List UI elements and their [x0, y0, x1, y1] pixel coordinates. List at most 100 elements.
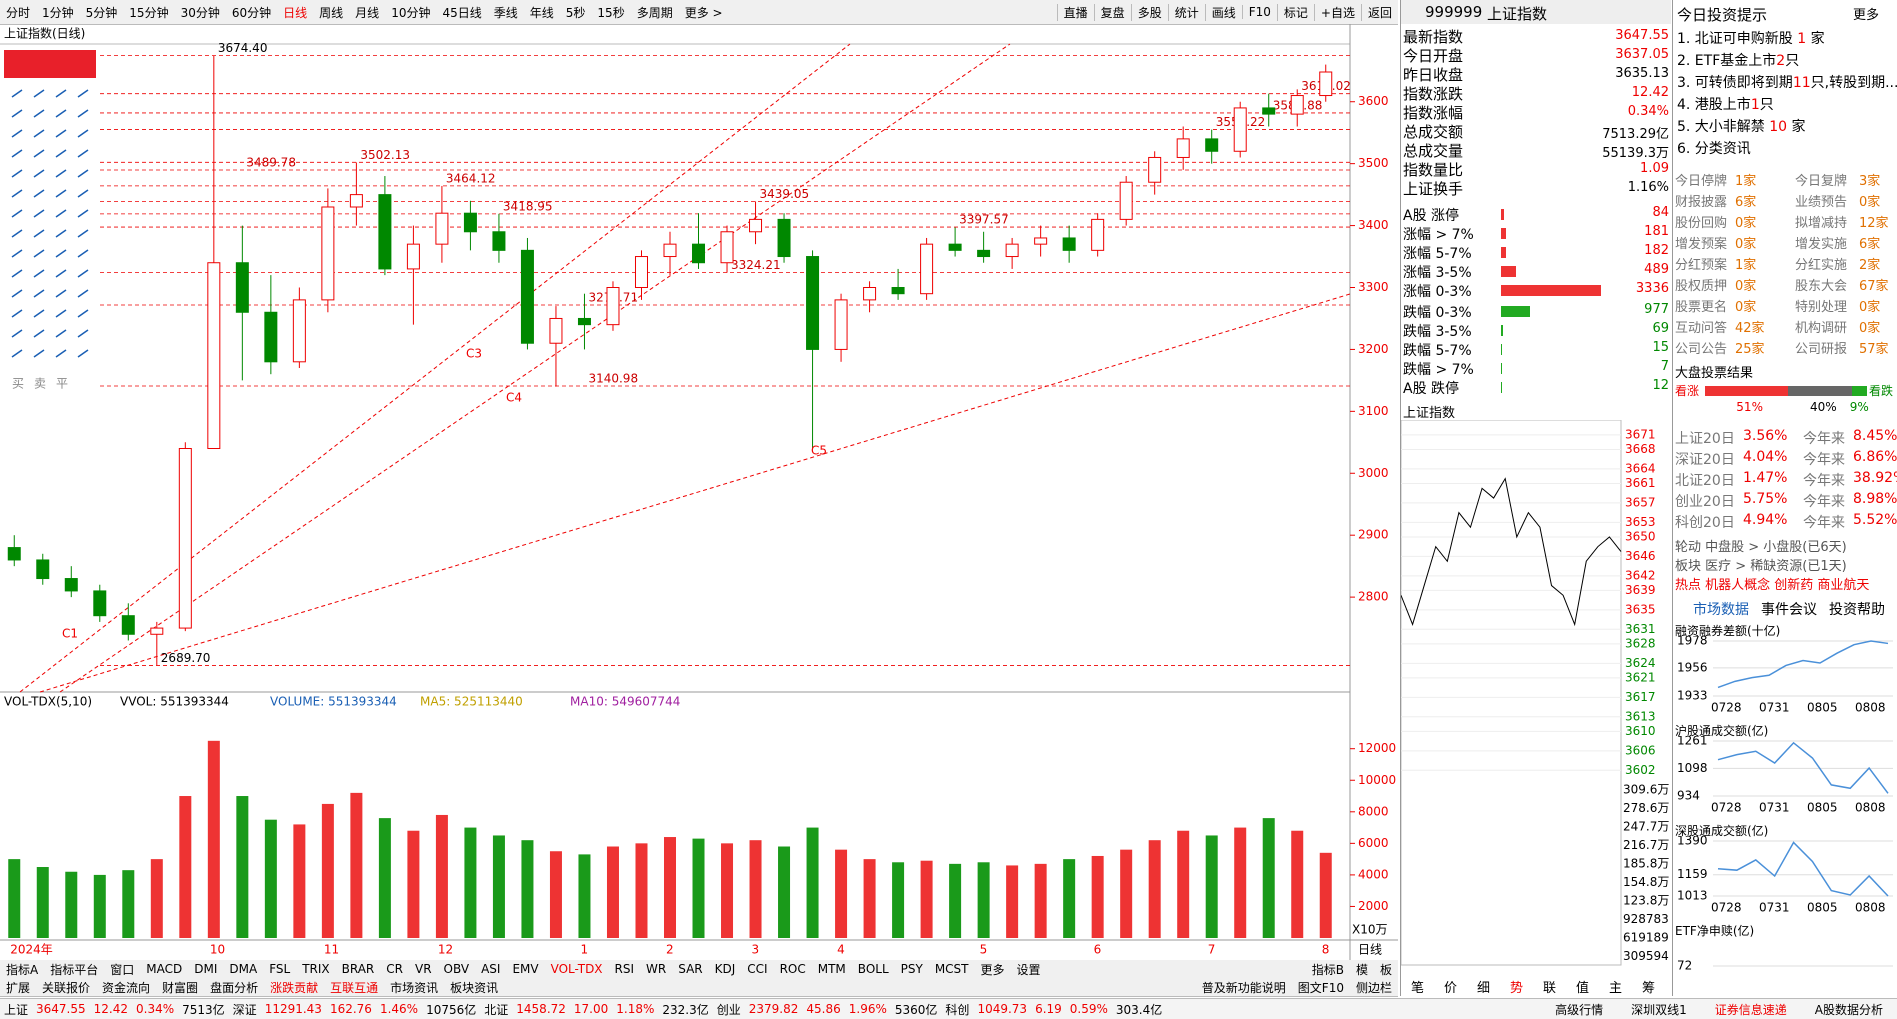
menu-button[interactable]: 多股 [1131, 4, 1168, 21]
indicator-tab[interactable]: KDJ [709, 962, 742, 976]
tool-icon [34, 190, 44, 197]
bottom-tab[interactable]: 关联报价 [36, 979, 96, 996]
menu-tab[interactable]: 月线 [349, 4, 385, 21]
stat-cell: 12家 [1859, 212, 1889, 231]
tool-icon [34, 110, 44, 117]
indicator-tab[interactable]: DMI [188, 962, 223, 976]
menu-tab[interactable]: 5分钟 [80, 4, 124, 21]
indicator-tab[interactable]: EMV [506, 962, 544, 976]
index-cell: 5.75% [1743, 491, 1787, 507]
trend-line [60, 44, 1010, 692]
menu-tab[interactable]: 15分钟 [123, 4, 174, 21]
bottom-tab[interactable]: 涨跌贡献 [264, 979, 324, 996]
menu-tab[interactable]: 15秒 [591, 4, 630, 21]
tool-icon [34, 230, 44, 237]
indicator-tab[interactable]: ASI [475, 962, 506, 976]
menu-tab[interactable]: 5秒 [560, 4, 592, 21]
x-tick-label: 0728 [1711, 901, 1742, 915]
indicator-tab[interactable]: SAR [672, 962, 708, 976]
menu-button[interactable]: 直播 [1057, 4, 1094, 21]
x-tick-label: 8 [1322, 943, 1330, 957]
x-tick-label: 0731 [1759, 901, 1790, 915]
indicator-tab[interactable]: 指标B [1306, 961, 1350, 978]
bottom-tab[interactable]: 扩展 [0, 979, 36, 996]
indicator-tab[interactable]: WR [640, 962, 672, 976]
indicator-tab[interactable]: 指标平台 [44, 961, 104, 978]
menu-tab[interactable]: 更多 > [679, 4, 729, 21]
y-tick-label: 3617 [1625, 690, 1656, 704]
tool-icon [56, 170, 66, 177]
bottom-tab[interactable]: 侧边栏 [1350, 979, 1398, 996]
indicator-tab[interactable]: PSY [895, 962, 929, 976]
bottom-tab[interactable]: 板块资讯 [444, 979, 504, 996]
indicator-tab[interactable]: MCST [929, 962, 975, 976]
menu-tab[interactable]: 季线 [488, 4, 524, 21]
indicator-tab[interactable]: CCI [741, 962, 773, 976]
menu-button[interactable]: 返回 [1361, 4, 1398, 21]
indicator-tab[interactable]: 指标A [0, 961, 44, 978]
menu-button[interactable]: 统计 [1168, 4, 1205, 21]
menu-button[interactable]: 画线 [1205, 4, 1242, 21]
indicator-tab[interactable]: OBV [438, 962, 476, 976]
menu-tab[interactable]: 10分钟 [385, 4, 436, 21]
indicator-tab[interactable]: ROC [774, 962, 812, 976]
indicator-tab[interactable]: VR [409, 962, 438, 976]
menu-tab[interactable]: 多周期 [631, 4, 679, 21]
menu-button[interactable]: +自选 [1314, 4, 1361, 21]
candle-body [37, 560, 49, 579]
menu-tab[interactable]: 45日线 [436, 4, 487, 21]
stat-cell: 拟增减持 [1795, 212, 1847, 231]
status-item: 北证 [484, 1001, 508, 1018]
indicator-tab[interactable]: 窗口 [104, 961, 140, 978]
indicator-tab[interactable]: VOL-TDX [545, 962, 609, 976]
indicator-tab[interactable]: CR [380, 962, 409, 976]
menu-button[interactable]: 标记 [1277, 4, 1314, 21]
menu-tab[interactable]: 1分钟 [36, 4, 80, 21]
menu-tab[interactable]: 60分钟 [226, 4, 277, 21]
menu-tab[interactable]: 30分钟 [175, 4, 226, 21]
y-tick-label: 3000 [1358, 466, 1389, 480]
menu-tab[interactable]: 日线 [277, 4, 313, 21]
indicator-tab[interactable]: BOLL [852, 962, 895, 976]
volume-bar [921, 861, 933, 938]
tip-text: 6. 分类资讯 [1677, 141, 1751, 157]
indicator-tab[interactable]: FSL [263, 962, 296, 976]
indicator-tab[interactable]: MTM [812, 962, 852, 976]
menu-button[interactable]: 复盘 [1094, 4, 1131, 21]
bottom-tab[interactable]: 互联互通 [324, 979, 384, 996]
bottom-tab[interactable]: 财富圈 [156, 979, 204, 996]
candle-body [436, 213, 448, 244]
stat-cell: 2家 [1859, 254, 1880, 273]
indicator-tab[interactable]: TRIX [296, 962, 335, 976]
candle-body [1206, 139, 1218, 151]
bottom-tab[interactable]: 普及新功能说明 [1196, 979, 1292, 996]
vol-tick-label: 309.6万 [1623, 783, 1669, 797]
indicator-tab[interactable]: 更多 [975, 961, 1011, 978]
price-annotation: 3502.13 [360, 148, 410, 162]
indicator-tab[interactable]: 板 [1374, 961, 1398, 978]
indicator-tab[interactable]: MACD [140, 962, 188, 976]
tool-icon [78, 170, 88, 177]
indicator-tab[interactable]: 模 [1350, 961, 1374, 978]
indicator-tab[interactable]: DMA [223, 962, 263, 976]
period-label: 日线 [1358, 943, 1382, 957]
indicator-tab[interactable]: BRAR [336, 962, 381, 976]
menu-tab[interactable]: 年线 [524, 4, 560, 21]
quote-tab: 势 [1510, 977, 1523, 996]
bottom-tab[interactable]: 资金流向 [96, 979, 156, 996]
indicator-tab[interactable]: RSI [609, 962, 641, 976]
candle-body [1149, 157, 1161, 182]
y-tick-label: 3600 [1358, 94, 1389, 108]
tool-icon [12, 250, 22, 257]
menu-button[interactable]: F10 [1242, 5, 1277, 19]
quote-value: 1.09 [1401, 161, 1669, 176]
bottom-tab[interactable]: 图文F10 [1292, 979, 1350, 996]
menu-tab[interactable]: 周线 [313, 4, 349, 21]
breadth-count: 12 [1401, 378, 1669, 393]
status-item[interactable]: 高级行情 [1555, 1001, 1603, 1018]
bottom-tab[interactable]: 市场资讯 [384, 979, 444, 996]
bottom-tab[interactable]: 盘面分析 [204, 979, 264, 996]
indicator-legend: VOLUME: 551393344 [270, 695, 397, 709]
indicator-tab[interactable]: 设置 [1011, 961, 1047, 978]
menu-tab[interactable]: 分时 [0, 4, 36, 21]
